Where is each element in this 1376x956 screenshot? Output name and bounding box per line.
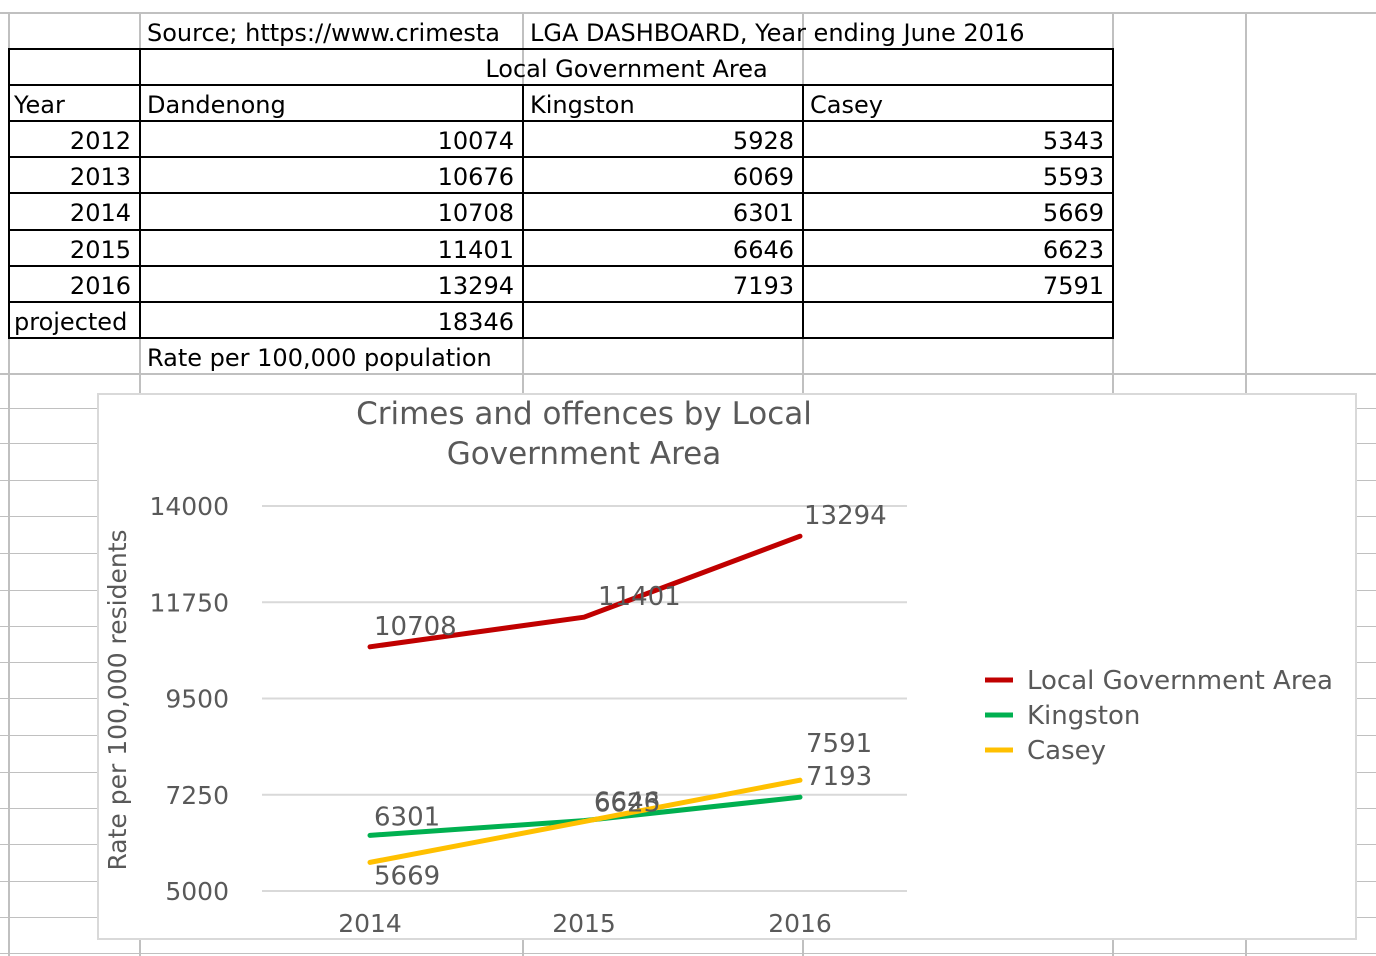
- chart-title-line: Government Area: [447, 436, 722, 472]
- data-label: 6623: [594, 789, 660, 819]
- casey-value-cell[interactable]: 5343: [1042, 127, 1104, 155]
- dandenong-value-cell[interactable]: 10676: [437, 163, 514, 191]
- line-chart[interactable]: Crimes and offences by Local Government A…: [97, 393, 1357, 940]
- y-axis-label: Rate per 100,000 residents: [103, 529, 132, 870]
- legend-label: Kingston: [1027, 701, 1140, 731]
- series-line-local-government-area: [367, 533, 803, 650]
- group-header-cell[interactable]: Local Government Area: [485, 55, 768, 83]
- kingston-value-cell[interactable]: 6069: [732, 163, 794, 191]
- chart-canvas: Crimes and offences by Local Government A…: [103, 396, 1333, 938]
- year-cell[interactable]: 2016: [69, 272, 131, 300]
- dandenong-value-cell[interactable]: 11401: [437, 236, 514, 264]
- year-header-cell[interactable]: Year: [14, 91, 65, 119]
- casey-value-cell[interactable]: 6623: [1042, 236, 1104, 264]
- chart-title-line: Crimes and offences by Local: [356, 396, 812, 432]
- source-cell[interactable]: Source; https://www.crimesta: [147, 19, 500, 47]
- y-tick-label: 5000: [165, 877, 229, 906]
- dandenong-value-cell[interactable]: 13294: [437, 272, 514, 300]
- dandenong-value-cell[interactable]: 10708: [437, 199, 514, 227]
- legend-label: Casey: [1027, 736, 1106, 766]
- dandenong-header-cell[interactable]: Dandenong: [147, 91, 286, 119]
- year-cell[interactable]: 2013: [69, 163, 131, 191]
- dandenong-value-cell[interactable]: 10074: [437, 127, 514, 155]
- casey-value-cell[interactable]: 7591: [1042, 272, 1104, 300]
- year-cell[interactable]: 2014: [69, 199, 131, 227]
- data-label: 11401: [598, 582, 681, 612]
- casey-value-cell[interactable]: 5593: [1042, 163, 1104, 191]
- x-tick-label: 2014: [338, 909, 402, 938]
- data-label: 5669: [374, 861, 440, 891]
- y-tick-label: 7250: [165, 781, 229, 810]
- x-tick-label: 2015: [552, 909, 616, 938]
- year-cell[interactable]: 2015: [69, 236, 131, 264]
- data-label: 7193: [806, 762, 872, 792]
- projected-label-cell[interactable]: projected: [14, 308, 128, 336]
- y-tick-label: 9500: [165, 685, 229, 714]
- kingston-value-cell[interactable]: 6646: [732, 236, 794, 264]
- series-line-casey: [367, 777, 803, 865]
- data-label: 6301: [374, 802, 440, 832]
- dashboard-title-cell[interactable]: LGA DASHBOARD, Year ending June 2016: [530, 19, 1025, 47]
- y-tick-label: 14000: [149, 492, 229, 521]
- projected-value-cell[interactable]: 18346: [437, 308, 514, 336]
- rate-note-cell[interactable]: Rate per 100,000 population: [147, 344, 492, 372]
- x-tick-label: 2016: [768, 909, 832, 938]
- y-tick-label: 11750: [149, 588, 229, 617]
- kingston-header-cell[interactable]: Kingston: [530, 91, 635, 119]
- data-label: 13294: [804, 501, 887, 531]
- kingston-value-cell[interactable]: 6301: [732, 199, 794, 227]
- year-cell[interactable]: 2012: [69, 127, 131, 155]
- legend-label: Local Government Area: [1027, 666, 1333, 696]
- data-label: 7591: [806, 729, 872, 759]
- kingston-value-cell[interactable]: 5928: [732, 127, 794, 155]
- kingston-value-cell[interactable]: 7193: [732, 272, 794, 300]
- casey-header-cell[interactable]: Casey: [810, 91, 883, 119]
- casey-value-cell[interactable]: 5669: [1042, 199, 1104, 227]
- data-label: 10708: [374, 612, 457, 642]
